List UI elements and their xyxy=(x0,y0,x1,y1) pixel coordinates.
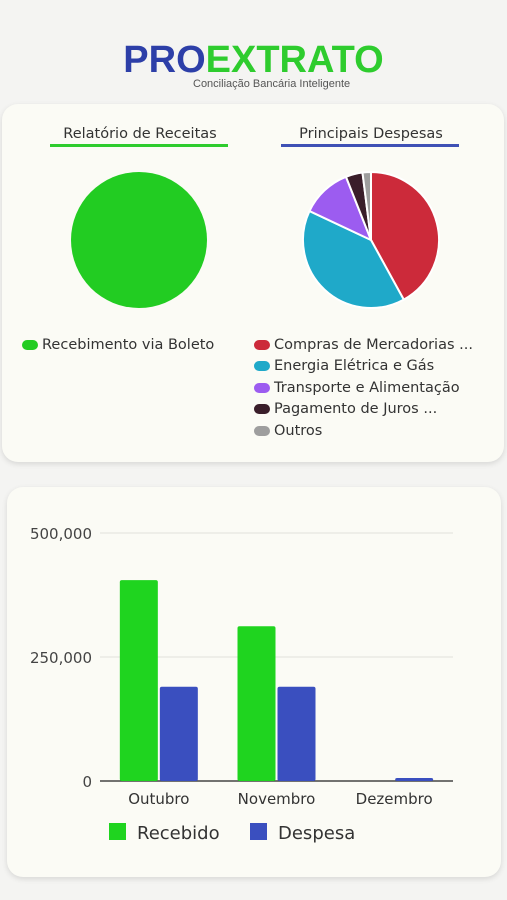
expenses-pie-chart xyxy=(302,170,440,309)
bar-legend-label: Recebido xyxy=(137,823,220,844)
expenses-legend-label: Pagamento de Juros ... xyxy=(274,401,438,418)
expenses-legend: Compras de Mercadorias ... Energia Elétri… xyxy=(254,334,473,442)
bar-despesa-dezembro xyxy=(395,778,434,781)
logo-tagline: Conciliação Bancária Inteligente xyxy=(193,78,351,90)
revenue-legend-label: Recebimento via Boleto xyxy=(42,336,215,353)
x-tick-label: Outubro xyxy=(128,790,189,808)
reports-card: Relatório de Receitas Principais Despesa… xyxy=(2,104,504,462)
expenses-pie-slice xyxy=(370,170,440,301)
revenue-legend-item: Recebimento via Boleto xyxy=(22,334,214,356)
y-tick-label: 250,000 xyxy=(30,649,92,667)
expenses-legend-item: Transporte e Alimentação xyxy=(254,377,473,399)
legend-square-icon xyxy=(250,823,267,840)
y-tick-label: 0 xyxy=(82,773,92,791)
bar-recebido-outubro xyxy=(119,580,158,781)
legend-dot-icon xyxy=(254,425,270,436)
expenses-legend-item: Pagamento de Juros ... xyxy=(254,399,473,421)
expenses-pie-slice xyxy=(361,170,372,241)
expenses-title-underline xyxy=(281,144,459,147)
legend-dot-icon xyxy=(254,361,270,372)
legend-square-icon xyxy=(109,823,126,840)
revenue-pie-chart xyxy=(71,172,207,308)
expenses-legend-item: Outros xyxy=(254,420,473,442)
logo-pro-text: PRO xyxy=(123,39,206,81)
legend-dot-icon xyxy=(254,339,270,350)
legend-dot-icon xyxy=(254,382,270,393)
bar-recebido-novembro xyxy=(237,626,276,781)
bar-despesa-novembro xyxy=(277,686,316,781)
y-tick-label: 500,000 xyxy=(30,525,92,543)
revenue-pie-slice xyxy=(71,172,207,308)
monthly-chart-card: 0 250,000 500,000 Outubro Novembro Dezembro Re… xyxy=(7,487,501,877)
legend-dot-icon xyxy=(254,404,270,415)
expenses-report-title: Principais Despesas xyxy=(299,126,443,142)
revenue-report-title: Relatório de Receitas xyxy=(63,126,217,142)
expenses-legend-label: Energia Elétrica e Gás xyxy=(274,358,435,375)
logo-wordmark: PROEXTRATO xyxy=(0,38,507,82)
legend-dot-icon xyxy=(22,339,38,350)
expenses-legend-label: Transporte e Alimentação xyxy=(274,379,460,396)
app-logo: PROEXTRATO Conciliação Bancária Intelige… xyxy=(0,38,507,96)
status-bar xyxy=(0,0,507,30)
revenue-legend: Recebimento via Boleto xyxy=(22,334,214,356)
x-tick-label: Dezembro xyxy=(356,790,433,808)
expenses-legend-item: Compras de Mercadorias ... xyxy=(254,334,473,356)
expenses-legend-label: Outros xyxy=(274,422,323,439)
x-tick-label: Novembro xyxy=(238,790,316,808)
logo-extrato-text: EXTRATO xyxy=(205,39,384,81)
monthly-bar-chart: 0 250,000 500,000 Outubro Novembro Dezembro Re… xyxy=(30,525,453,844)
revenue-title-underline xyxy=(50,144,228,147)
expenses-legend-label: Compras de Mercadorias ... xyxy=(274,336,473,353)
bar-despesa-outubro xyxy=(159,686,198,781)
expenses-pie-slice xyxy=(302,209,406,309)
bar-legend-label: Despesa xyxy=(278,823,355,844)
expenses-legend-item: Energia Elétrica e Gás xyxy=(254,356,473,378)
